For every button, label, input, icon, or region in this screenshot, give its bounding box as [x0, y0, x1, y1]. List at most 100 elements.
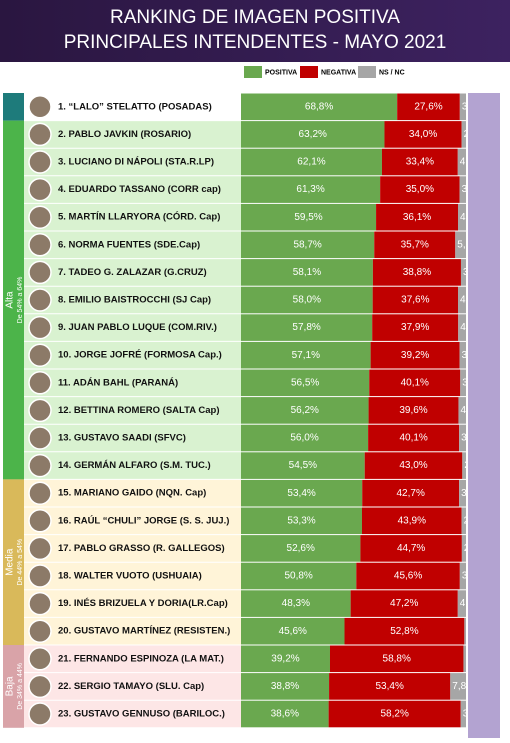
bar-segment: [241, 617, 345, 645]
photo: [28, 674, 52, 699]
value-label: 3,2: [463, 709, 477, 720]
row-band: [24, 120, 241, 480]
bar-segment: [459, 562, 466, 590]
category-label: 15. MARIANO GAIDO (NQN. Cap): [58, 488, 206, 499]
value-label: 3,7: [462, 350, 476, 361]
bar-segment: [368, 424, 460, 452]
value-label: 52,8%: [390, 626, 418, 637]
bar-segment: [458, 286, 466, 314]
bar-segment: [397, 93, 460, 121]
photo: [28, 564, 52, 588]
value-label: 38,8%: [271, 681, 299, 692]
value-label: 3,6: [462, 101, 476, 112]
bar-segment: [241, 562, 357, 590]
chart-title: RANKING DE IMAGEN POSITIVA: [110, 7, 400, 28]
bar-segment: [455, 231, 466, 259]
value-label: 42,7%: [397, 488, 425, 499]
value-label: 33,4%: [406, 157, 434, 168]
bar-segment: [369, 369, 461, 397]
category-label: 13. GUSTAVO SAADI (SFVC): [58, 433, 186, 444]
value-label: 3,9: [461, 433, 475, 444]
category-label: 20. GUSTAVO MARTÍNEZ (RESISTEN.): [58, 626, 230, 637]
bar-segment: [241, 148, 382, 176]
photo: [28, 122, 52, 147]
group-range: De 34% a 44%: [17, 663, 24, 710]
category-label: 2. PABLO JAVKIN (ROSARIO): [58, 129, 191, 140]
value-label: 56,2%: [291, 405, 319, 416]
value-label: 3,7: [462, 184, 476, 195]
value-label: 59,5%: [294, 212, 322, 223]
group-label: Baja De 34% a 44%: [5, 663, 24, 710]
bar-segment: [241, 590, 351, 617]
photo: [28, 371, 52, 395]
value-label: 4,4: [460, 295, 474, 306]
photo: [28, 591, 52, 616]
bar-segment: [464, 617, 466, 645]
value-label: 58,7%: [293, 239, 321, 250]
group-name: Baja: [5, 676, 16, 696]
group-name: Media: [5, 548, 16, 576]
photo: [28, 536, 52, 561]
bar-segment: [459, 341, 466, 369]
value-label: 54,5%: [289, 460, 317, 471]
bar-segment: [241, 673, 330, 700]
legend-label: NEGATIVA: [321, 69, 356, 76]
bar-segment: [461, 121, 466, 148]
bar-segment: [329, 673, 451, 700]
value-label: 68,8%: [305, 101, 333, 112]
category-label: 12. BETTINA ROMERO (SALTA Cap): [58, 405, 220, 416]
bar-segment: [241, 93, 398, 121]
group-label: Alta De 54% a 64%: [5, 277, 24, 324]
value-label: 52,6%: [287, 543, 315, 554]
value-label: 58,0%: [293, 295, 321, 306]
value-label: 58,1%: [293, 267, 321, 278]
bar-segment: [461, 535, 466, 562]
category-label: 14. GERMÁN ALFARO (S.M. TUC.): [58, 460, 211, 471]
value-label: 35,7%: [401, 239, 429, 250]
bar-segment: [241, 286, 373, 314]
value-label: 27,6%: [414, 101, 442, 112]
value-label: 37,6%: [401, 295, 429, 306]
bar-segment: [372, 286, 459, 314]
photo: [28, 177, 52, 202]
chart-subtitle: PRINCIPALES INTENDENTES - MAYO 2021: [64, 32, 447, 53]
bar-segment: [241, 369, 370, 397]
group-label: Media De 44% a 54%: [5, 539, 24, 586]
bar-segment: [372, 314, 459, 341]
value-label: 7,8%: [452, 681, 475, 692]
category-label: 19. INÉS BRIZUELA Y DORIA(LR.Cap): [58, 598, 228, 609]
bar-segment: [457, 590, 466, 617]
bar-segment: [461, 507, 466, 535]
bar-segment: [459, 176, 466, 203]
bar-segment: [360, 535, 462, 562]
value-label: 45,6%: [279, 626, 307, 637]
value-label: 4,4: [460, 212, 474, 223]
bar-segment: [241, 645, 330, 673]
bar-segment: [462, 452, 466, 479]
photo: [28, 150, 52, 174]
value-label: 56,5%: [291, 377, 319, 388]
bar-segment: [458, 314, 466, 341]
bar-segment: [460, 369, 466, 397]
bar-segment: [459, 93, 466, 121]
photo: [28, 315, 52, 340]
bar-segment: [460, 700, 466, 728]
row-band: [24, 645, 241, 728]
value-label: 43,0%: [399, 460, 427, 471]
bar-segment: [458, 203, 466, 231]
photo: [28, 233, 52, 257]
bar-segment: [458, 397, 466, 424]
legend-swatch: [300, 66, 318, 78]
bar-segment: [350, 590, 458, 617]
bar-segment: [356, 562, 460, 590]
value-label: 38,6%: [271, 709, 299, 720]
bar-segment: [368, 397, 459, 424]
value-label: 62,1%: [297, 157, 325, 168]
bar-segment: [384, 121, 462, 148]
bar-segment: [370, 341, 460, 369]
value-label: 56,0%: [290, 433, 318, 444]
category-label: 10. JORGE JOFRÉ (FORMOSA Cap.): [58, 350, 222, 361]
category-label: 3. LUCIANO DI NÁPOLI (STA.R.LP): [58, 157, 214, 168]
